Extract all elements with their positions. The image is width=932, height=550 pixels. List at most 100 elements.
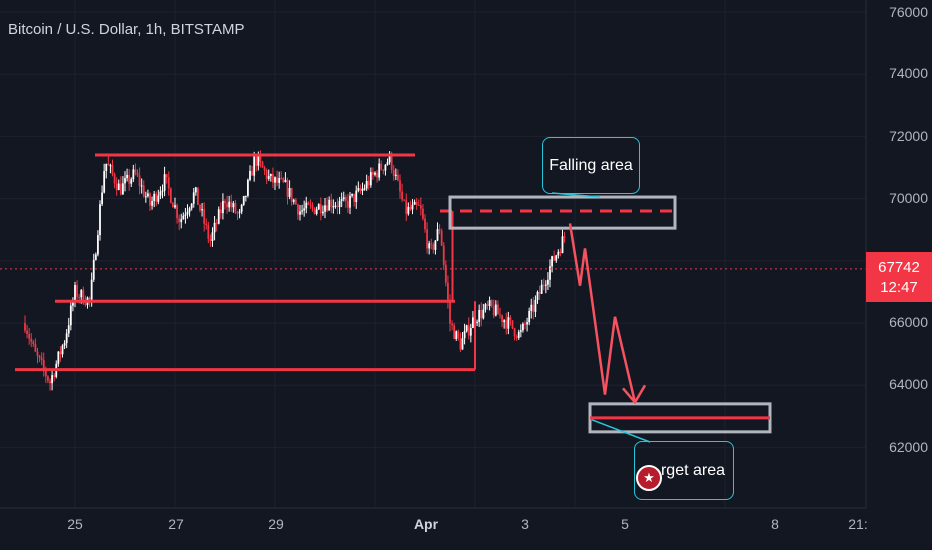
- candle-body: [286, 179, 289, 197]
- candle-body: [349, 195, 351, 208]
- candle-body: [497, 304, 499, 315]
- candle-body: [134, 169, 137, 173]
- falling-area-callout[interactable]: Falling area: [542, 137, 640, 194]
- candle-body: [559, 251, 562, 254]
- candle-body: [330, 199, 333, 208]
- target-area-callout[interactable]: rget area: [634, 441, 734, 500]
- candle-body: [544, 284, 547, 286]
- candle-body: [492, 306, 495, 316]
- candle-body: [528, 310, 531, 323]
- candle-body: [203, 209, 206, 224]
- candle-body: [463, 331, 466, 339]
- candle-body: [88, 297, 91, 300]
- target-callout-pointer: [591, 419, 651, 443]
- candle-body: [74, 285, 76, 302]
- time-tick-8: 8: [771, 516, 779, 532]
- candle-body: [49, 380, 51, 384]
- candle-body: [536, 291, 539, 300]
- candle-body: [63, 343, 66, 346]
- candle-body: [557, 251, 560, 256]
- candle-body: [257, 155, 260, 166]
- candle-body: [126, 174, 128, 179]
- symbol-title[interactable]: Bitcoin / U.S. Dollar, 1h, BITSTAMP: [8, 21, 245, 38]
- candle-body: [392, 169, 395, 177]
- candle-body: [197, 187, 199, 205]
- candle-body: [124, 178, 126, 184]
- candle-body: [494, 304, 497, 316]
- candle-body: [249, 170, 251, 180]
- candle-body: [180, 219, 183, 223]
- candle-body: [184, 214, 187, 216]
- candle-body: [328, 199, 331, 211]
- candle-body: [532, 304, 535, 312]
- candle-body: [161, 190, 164, 192]
- candle-body: [505, 320, 508, 329]
- candle-body: [524, 323, 526, 325]
- candle-body: [394, 174, 397, 177]
- candle-body: [424, 218, 426, 230]
- bar-countdown: 12:47: [880, 279, 918, 296]
- falling-area-label: Falling area: [549, 156, 633, 174]
- candle-body: [280, 178, 283, 180]
- candle-body: [409, 206, 412, 210]
- candle-body: [482, 309, 485, 319]
- candle-body: [484, 304, 487, 310]
- candle-body: [292, 199, 295, 202]
- candle-body: [442, 245, 445, 265]
- candle-body: [207, 225, 210, 239]
- candle-body: [369, 172, 372, 186]
- candle-body: [115, 183, 118, 191]
- zones: [448, 192, 772, 443]
- price-tick-66000: 66000: [889, 314, 928, 330]
- candle-body: [24, 323, 26, 331]
- time-tick-25: 25: [67, 516, 83, 532]
- candle-series: [24, 150, 566, 391]
- candle-body: [34, 343, 37, 352]
- falling-area-zone: [448, 195, 677, 230]
- candle-body: [403, 199, 406, 201]
- candle-body: [405, 200, 408, 214]
- candle-body: [138, 175, 141, 187]
- candle-body: [224, 200, 226, 204]
- candle-body: [107, 163, 110, 166]
- candle-body: [438, 229, 441, 231]
- candle-body: [80, 289, 83, 298]
- candle-body: [211, 232, 214, 242]
- price-tick-70000: 70000: [889, 190, 928, 206]
- candle-body: [461, 338, 464, 350]
- candle-body: [332, 206, 335, 208]
- target-area-label: rget area: [660, 461, 726, 479]
- candle-body: [59, 351, 62, 355]
- candle-body: [232, 203, 235, 208]
- candle-body: [26, 330, 28, 334]
- candle-body: [69, 305, 72, 326]
- candle-body: [472, 317, 474, 329]
- candle-body: [388, 153, 391, 163]
- candle-body: [430, 243, 433, 245]
- candle-body: [357, 188, 360, 191]
- candle-body: [122, 183, 124, 195]
- candle-body: [363, 188, 366, 190]
- candle-body: [159, 191, 162, 196]
- candle-body: [428, 243, 431, 249]
- time-tick-5: 5: [621, 516, 629, 532]
- candle-body: [101, 192, 103, 205]
- candle-body: [309, 204, 312, 206]
- candle-body: [205, 223, 208, 226]
- candle-body: [149, 193, 151, 206]
- candle-body: [234, 203, 237, 213]
- candle-body: [92, 259, 95, 280]
- projection-line: [568, 223, 637, 403]
- candle-body: [340, 199, 343, 201]
- candle-body: [372, 172, 374, 175]
- candle-body: [213, 222, 216, 233]
- candle-body: [253, 156, 256, 176]
- candle-body: [230, 201, 233, 208]
- candle-body: [274, 177, 276, 183]
- candle-body: [163, 174, 166, 191]
- candle-body: [242, 195, 245, 205]
- candle-body: [561, 236, 564, 254]
- candle-body: [422, 208, 424, 219]
- candle-body: [317, 204, 320, 210]
